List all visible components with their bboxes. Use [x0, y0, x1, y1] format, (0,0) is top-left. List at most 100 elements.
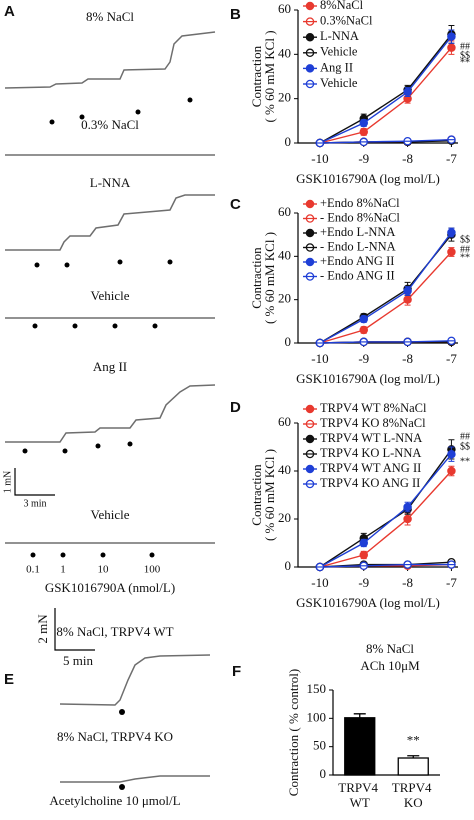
legend-label: - Endo ANG II — [320, 268, 395, 282]
annotation: $$ — [460, 50, 470, 61]
series-line — [319, 563, 452, 568]
legend-marker — [305, 199, 315, 209]
legend-label: +Endo ANG II — [320, 254, 394, 268]
x-tick-label: -8 — [402, 151, 413, 166]
x-tick-label: -10 — [311, 575, 328, 590]
dose-axis-label: GSK1016790A (nmol/L) — [45, 580, 175, 595]
data-point — [359, 127, 369, 137]
legend-marker — [305, 48, 315, 58]
legend-label: TRPV4 WT L-NNA — [320, 431, 422, 445]
trace — [60, 775, 210, 783]
annotation: ## — [460, 41, 470, 52]
series-line — [319, 340, 452, 344]
legend-label: - Endo L-NNA — [320, 239, 396, 253]
legend-marker — [305, 404, 315, 414]
legend-marker — [305, 228, 315, 238]
chart-title: 8% NaCl — [366, 641, 414, 656]
data-point — [447, 466, 456, 476]
legend-label: +Endo 8%NaCl — [320, 196, 400, 210]
trace-label: Ang II — [93, 359, 127, 374]
scale-bar — [54, 608, 95, 651]
annotation: ## — [460, 244, 470, 255]
series-line — [319, 251, 452, 344]
legend-label: L-NNA — [320, 29, 359, 43]
y-tick-label: 20 — [278, 90, 291, 105]
y-tick-label: 0 — [320, 766, 327, 781]
x-axis-label: GSK1016790A (log mol/L) — [296, 371, 440, 386]
y-axis-label: ( % 60 mM KCl ) — [262, 232, 277, 324]
panel-letter: D — [230, 399, 241, 416]
y-tick-label: 0 — [285, 334, 292, 349]
trace — [5, 384, 216, 443]
stimulus-dot — [119, 784, 125, 790]
scale-label: 5 min — [63, 653, 93, 668]
series-line — [319, 470, 452, 568]
x-tick-label: TRPV4 KO — [392, 780, 435, 810]
panel-letter: F — [232, 663, 241, 680]
dose-dots — [30, 552, 155, 558]
legend-label: TRPV4 KO 8%NaCl — [320, 416, 426, 430]
data-point — [359, 314, 369, 324]
data-point — [447, 228, 456, 237]
legend-label: TRPV4 KO ANG II — [320, 476, 420, 490]
legend-label: +Endo L-NNA — [320, 225, 395, 239]
bar — [397, 757, 429, 776]
dose-dots — [34, 259, 173, 268]
legend-marker — [305, 1, 315, 11]
x-tick-label: -8 — [402, 575, 413, 590]
data-point — [359, 118, 369, 128]
x-tick-label: -9 — [358, 151, 369, 166]
trace — [4, 31, 216, 89]
dose-dots — [32, 323, 158, 329]
y-axis-label: Contraction ( % control) — [286, 669, 301, 796]
trace-label: 8% NaCl, TRPV4 KO — [57, 729, 173, 744]
x-tick-label: -7 — [446, 575, 457, 590]
bar — [344, 717, 376, 776]
panel-letter: E — [4, 671, 14, 688]
y-tick-label: 60 — [278, 414, 291, 429]
panel-letter: C — [230, 196, 241, 213]
legend-marker — [305, 32, 315, 42]
y-tick-label: 0 — [285, 134, 292, 149]
legend-marker — [305, 272, 315, 281]
annotation: ** — [460, 252, 470, 263]
legend-marker — [305, 64, 315, 73]
trace-label: Vehicle — [91, 507, 130, 522]
panel-letter: A — [4, 3, 15, 20]
legend-label: 8%NaCl — [320, 0, 364, 12]
error-bar — [353, 713, 366, 718]
dose-label: 100 — [144, 564, 161, 576]
legend-marker — [305, 479, 315, 489]
legend-label: Ang II — [320, 60, 353, 74]
x-tick-label: -8 — [402, 351, 413, 366]
x-tick-label: -9 — [358, 351, 369, 366]
legend-label: TRPV4 WT 8%NaCl — [320, 401, 427, 415]
legend-label: - Endo 8%NaCl — [320, 210, 400, 224]
annotation: ** — [460, 456, 470, 467]
annotation: ## — [460, 431, 470, 442]
series-line — [319, 36, 452, 144]
data-point — [447, 336, 456, 346]
data-point — [315, 338, 325, 348]
y-axis-label: ( % 60 mM KCl ) — [262, 449, 277, 541]
y-tick-label: 20 — [278, 291, 291, 306]
data-point — [359, 337, 369, 347]
dose-label: 0.1 — [26, 564, 40, 576]
stimulus-label: Acetylcholine 10 μmol/L — [49, 793, 180, 808]
data-point — [447, 32, 456, 41]
legend-label: TRPV4 KO L-NNA — [320, 446, 421, 460]
annotation: ** — [460, 57, 470, 68]
chart-subtitle: ACh 10μM — [360, 658, 420, 673]
y-axis-label: Contraction — [249, 247, 264, 309]
annotation: $$ — [460, 441, 470, 452]
trace-label: Vehicle — [91, 288, 130, 303]
legend-marker — [305, 214, 315, 223]
data-point — [315, 138, 325, 148]
dose-label: 10 — [98, 564, 110, 576]
annotation: ** — [407, 733, 420, 748]
legend-label: TRPV4 WT ANG II — [320, 461, 421, 475]
x-tick-label: -7 — [446, 351, 457, 366]
legend-marker — [305, 243, 315, 252]
trace — [59, 654, 211, 706]
legend-marker — [305, 434, 315, 444]
